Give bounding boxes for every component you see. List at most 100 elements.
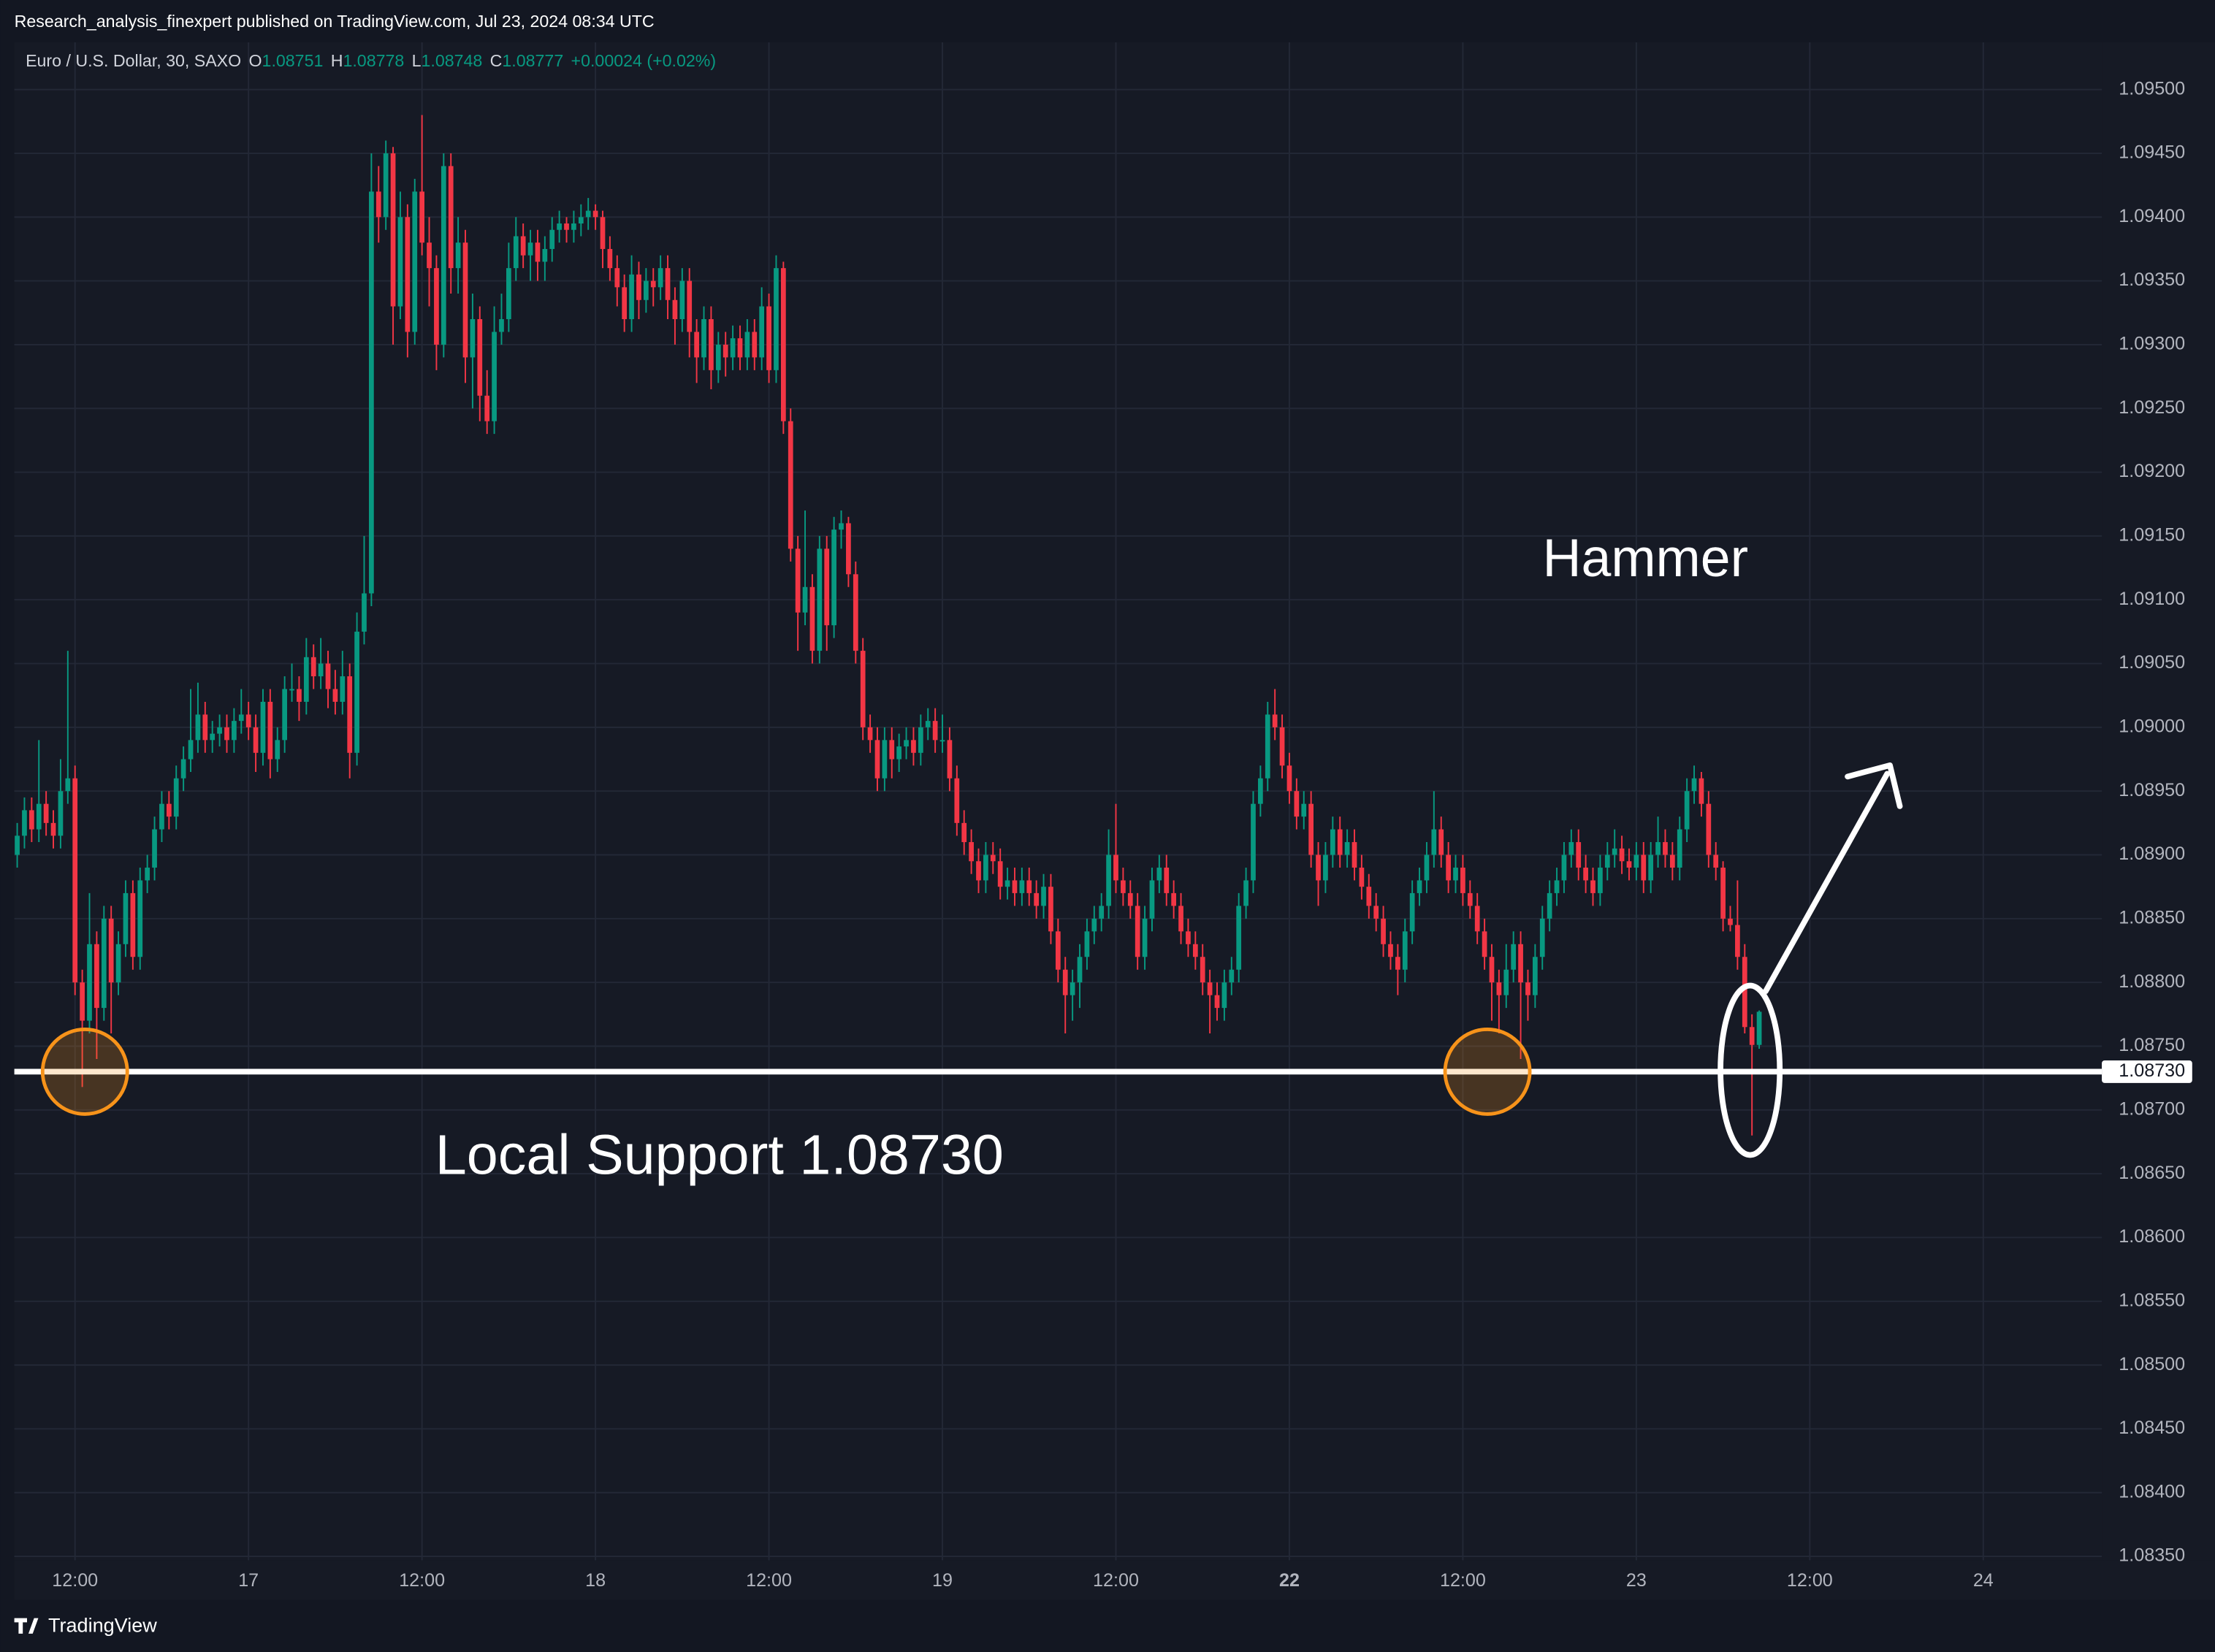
candle-body: [679, 280, 685, 319]
candle-body: [282, 689, 288, 741]
candle-body: [224, 727, 229, 741]
y-tick-label: 1.08800: [2119, 971, 2185, 992]
candle-body: [997, 861, 1003, 887]
candle-body: [1243, 880, 1248, 906]
candle-body: [397, 217, 403, 307]
candle-body: [629, 274, 634, 319]
candle-body: [1301, 803, 1307, 817]
y-tick-label: 1.08350: [2119, 1545, 2185, 1566]
candle-body: [1164, 867, 1170, 893]
candle-body: [1742, 957, 1747, 1028]
candle-body: [694, 332, 699, 358]
candle-body: [108, 918, 114, 983]
candle-body: [846, 523, 851, 575]
candle-body: [564, 223, 569, 230]
x-tick-label: 23: [1626, 1570, 1647, 1591]
arrow: [1763, 770, 1891, 995]
candle-body: [932, 721, 938, 741]
candle-body: [470, 318, 476, 358]
y-tick-label: 1.09500: [2119, 78, 2185, 99]
candle-body: [448, 166, 454, 269]
x-tick-label: 12:00: [399, 1570, 445, 1591]
candle-body: [911, 740, 916, 753]
candle-body: [65, 778, 71, 792]
candle-body: [1265, 714, 1270, 779]
highlight-circle: [1443, 1027, 1532, 1116]
candle-body: [434, 268, 439, 345]
candle-body: [701, 318, 706, 358]
candle-body: [1568, 842, 1574, 855]
x-tick-label: 22: [1279, 1570, 1300, 1591]
candle-body: [513, 236, 519, 269]
candle-body: [1077, 957, 1083, 983]
candle-body: [1547, 892, 1552, 919]
candle-body: [1294, 791, 1300, 817]
candle-body: [289, 689, 294, 691]
candle-body: [1286, 765, 1292, 792]
candle-body: [1532, 957, 1538, 995]
candle-body: [499, 318, 504, 332]
candle-body: [715, 344, 721, 370]
candle-body: [774, 268, 779, 370]
candle-body: [759, 306, 765, 358]
y-tick-label: 1.08900: [2119, 844, 2185, 864]
candle-body: [1366, 887, 1372, 906]
candle-body: [904, 740, 909, 747]
candle-body: [1337, 829, 1343, 855]
candle-body: [1446, 854, 1451, 881]
legend-change: +0.00024 (+0.02%): [571, 51, 717, 70]
arrow-head: [1845, 762, 1903, 809]
candle-body: [1496, 982, 1502, 995]
candle-body: [1699, 778, 1704, 804]
legend-value: 1.08778: [343, 51, 404, 70]
candle-body: [1728, 918, 1733, 925]
candle-body: [245, 714, 251, 727]
candle-body: [672, 299, 678, 319]
candle-body: [723, 344, 728, 358]
candle-body: [1048, 887, 1053, 932]
candle-body: [36, 803, 42, 830]
candle-body: [657, 268, 663, 288]
candle-body: [1330, 829, 1335, 855]
candle-body: [1352, 842, 1357, 868]
candle-body: [1626, 861, 1632, 868]
y-tick-label: 1.09200: [2119, 461, 2185, 481]
y-tick-label: 1.08950: [2119, 780, 2185, 800]
candles: [15, 115, 1762, 1136]
candle-body: [824, 548, 830, 626]
candle-body: [1554, 880, 1560, 893]
candle-body: [788, 421, 793, 549]
candle-body: [622, 287, 628, 319]
candle-body: [1583, 867, 1588, 881]
candle-body: [1004, 880, 1010, 887]
x-tick-label: 19: [932, 1570, 953, 1591]
candle-body: [896, 746, 902, 760]
candle-body: [954, 778, 960, 823]
candle-body: [455, 242, 461, 269]
candle-body: [1453, 867, 1458, 881]
legend: Euro / U.S. Dollar, 30, SAXO O1.08751 H1…: [26, 51, 716, 70]
candle-body: [1012, 880, 1018, 893]
candle-body: [28, 810, 34, 830]
candle-body: [939, 740, 945, 742]
candle-body: [1669, 854, 1675, 868]
hammer-ellipse: [1718, 982, 1783, 1158]
candle-body: [1070, 982, 1075, 995]
candle-body: [976, 861, 981, 881]
candle-body: [297, 689, 302, 702]
y-tick-label: 1.08600: [2119, 1226, 2185, 1247]
footer: TradingView: [48, 1614, 157, 1636]
legend-value: 1.08751: [262, 51, 324, 70]
candle-body: [578, 217, 584, 224]
candle-body: [1604, 854, 1610, 868]
candle-body: [925, 721, 931, 727]
candle-body: [1279, 727, 1285, 766]
support-label-box: [2102, 1060, 2192, 1083]
candle-body: [839, 523, 844, 530]
x-tick-label: 18: [585, 1570, 606, 1591]
candle-body: [94, 944, 99, 1009]
candle-body: [275, 740, 281, 760]
candle-body: [542, 248, 548, 262]
x-tick-label: 12:00: [52, 1570, 98, 1591]
